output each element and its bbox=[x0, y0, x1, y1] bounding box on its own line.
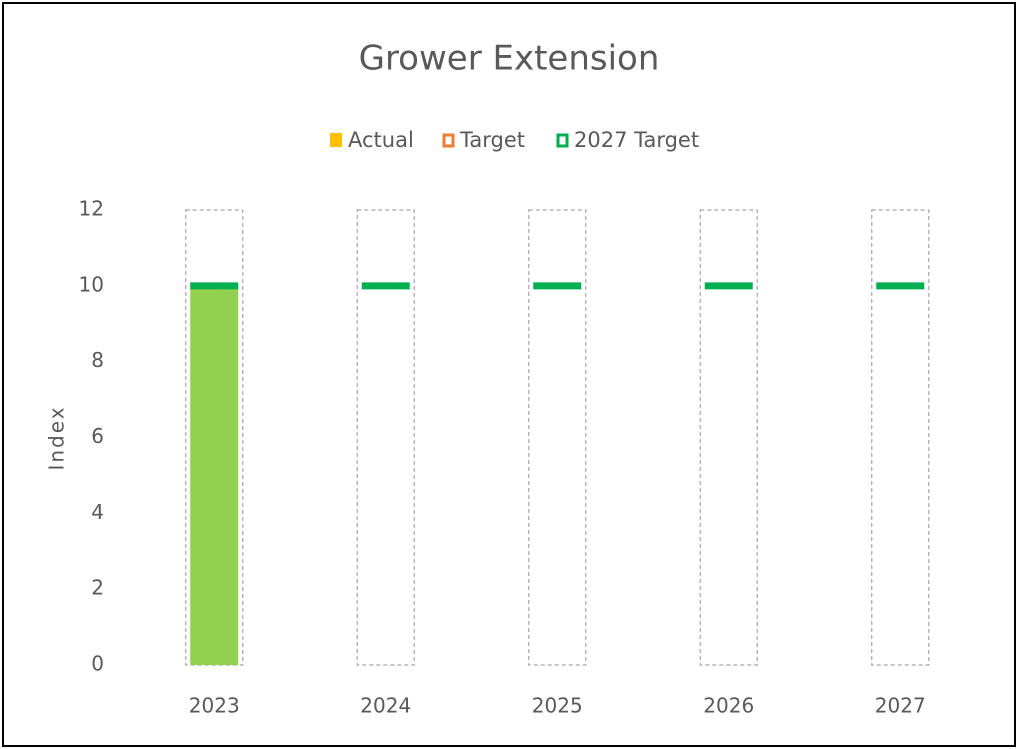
y-axis-label: Index bbox=[45, 405, 69, 470]
target-box bbox=[528, 209, 587, 666]
x-tick-label: 2025 bbox=[532, 694, 583, 718]
x-tick-label: 2023 bbox=[189, 694, 240, 718]
y-tick-label: 12 bbox=[79, 197, 104, 221]
y-tick-label: 2 bbox=[91, 576, 104, 600]
y-tick-label: 4 bbox=[91, 500, 104, 524]
y-tick-label: 6 bbox=[91, 424, 104, 448]
x-tick-label: 2024 bbox=[360, 694, 411, 718]
legend-label: Actual bbox=[348, 128, 414, 152]
y-tick-label: 0 bbox=[91, 652, 104, 676]
target-box bbox=[699, 209, 758, 666]
target-box bbox=[871, 209, 930, 666]
chart-title: Grower Extension bbox=[359, 39, 660, 79]
legend-swatch bbox=[442, 133, 455, 148]
legend-label: 2027 Target bbox=[574, 128, 699, 152]
target-box bbox=[356, 209, 415, 666]
y-tick-label: 10 bbox=[79, 272, 104, 296]
actual-bar bbox=[190, 285, 239, 665]
y-tick-label: 8 bbox=[91, 348, 104, 372]
x-tick-label: 2026 bbox=[703, 694, 754, 718]
legend-label: Target bbox=[459, 128, 525, 152]
legend-swatch bbox=[330, 133, 342, 147]
legend-swatch bbox=[556, 133, 569, 148]
x-tick-label: 2027 bbox=[875, 694, 926, 718]
